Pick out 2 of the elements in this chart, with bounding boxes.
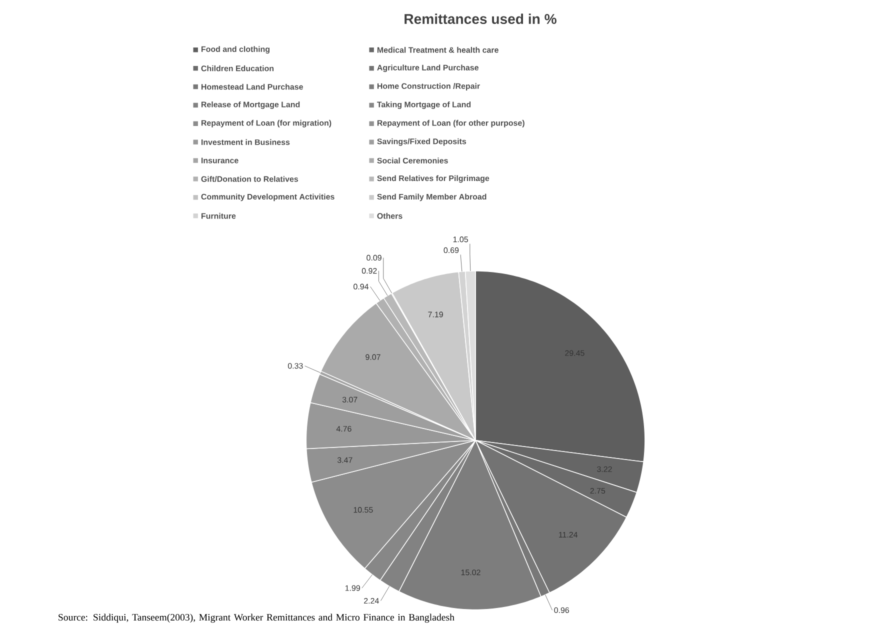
chart-title: Remittances used in % <box>404 14 556 24</box>
source-note: Source: Siddiqui, Tanseem(2003), Migrant Worker Remittances and Micro Finance in Bangladesh <box>58 614 454 623</box>
